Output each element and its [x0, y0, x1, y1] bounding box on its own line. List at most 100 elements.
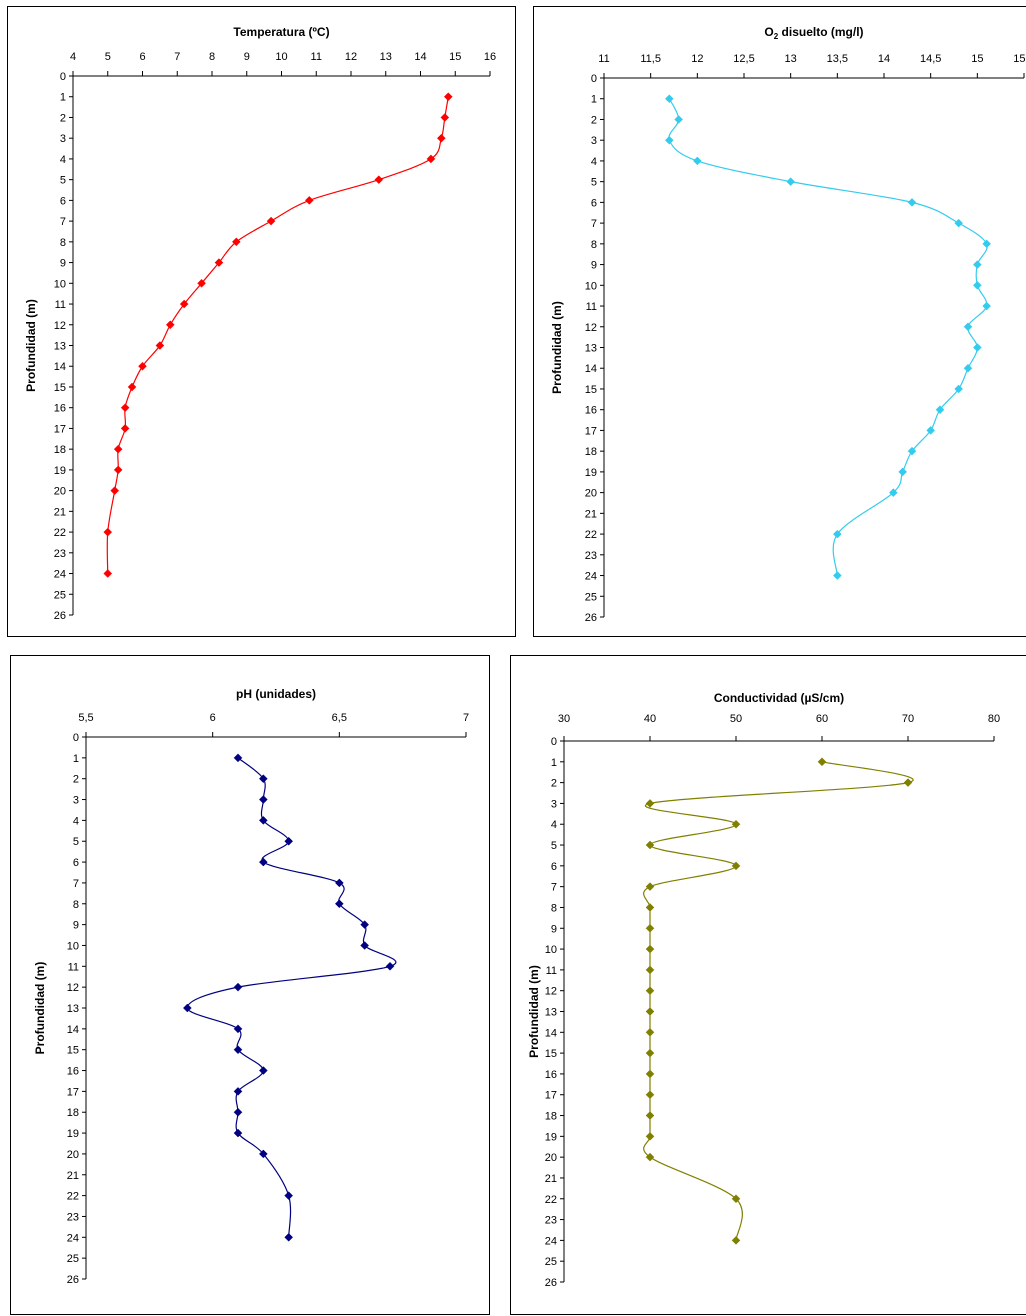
data-point — [731, 1236, 741, 1245]
y-tick-label: 2 — [60, 112, 66, 124]
y-tick-label: 1 — [551, 757, 557, 769]
series-line — [668, 98, 988, 576]
y-tick-label: 16 — [585, 405, 597, 417]
series-line — [643, 761, 914, 1241]
y-tick-label: 4 — [551, 819, 557, 831]
data-point — [103, 527, 113, 537]
y-tick-label: 6 — [73, 857, 79, 869]
data-point — [972, 260, 982, 269]
data-point — [692, 156, 702, 166]
data-point — [898, 467, 908, 477]
x-tick-label: 15 — [449, 51, 461, 63]
y-tick-label: 11 — [55, 299, 66, 311]
x-tick-label: 13 — [380, 51, 392, 63]
data-point — [426, 154, 436, 164]
y-tick-label: 10 — [67, 940, 79, 952]
y-tick-label: 0 — [551, 736, 557, 748]
y-axis-label: Profundidad (m) — [24, 299, 38, 392]
y-tick-label: 7 — [591, 218, 597, 230]
data-point — [155, 341, 165, 350]
x-tick-label: 14 — [878, 53, 890, 65]
data-point — [645, 840, 655, 850]
data-point — [233, 1107, 243, 1117]
data-point — [645, 1090, 655, 1100]
y-tick-label: 5 — [73, 836, 79, 848]
data-point — [284, 1232, 294, 1242]
data-point — [258, 857, 268, 867]
y-tick-label: 7 — [73, 878, 79, 890]
data-point — [645, 903, 655, 912]
y-tick-label: 15 — [54, 382, 66, 394]
x-tick-label: 15,5 — [1013, 53, 1026, 65]
y-tick-label: 18 — [54, 444, 66, 456]
data-point — [258, 816, 268, 825]
data-point — [664, 94, 674, 104]
y-tick-label: 21 — [54, 506, 66, 518]
chart-panel-oxygen: O2 disuelto (mg/l) 11 11,5 12 12,5 13 13,5 14 14… — [533, 6, 1026, 637]
y-tick-label: 7 — [60, 216, 66, 228]
data-point — [645, 965, 655, 975]
data-point — [436, 133, 446, 143]
data-point — [182, 1003, 192, 1013]
y-tick-label: 18 — [585, 446, 597, 458]
data-point — [731, 819, 741, 829]
y-tick-label: 13 — [545, 1007, 557, 1019]
y-tick-label: 23 — [545, 1215, 557, 1227]
y-tick-label: 12 — [54, 320, 66, 332]
y-tick-label: 9 — [591, 260, 597, 272]
y-tick-label: 9 — [73, 920, 79, 932]
data-point — [266, 216, 276, 226]
y-tick-label: 13 — [54, 341, 66, 353]
data-point — [233, 982, 243, 992]
data-point — [233, 1024, 243, 1034]
x-tick-label: 70 — [902, 713, 914, 725]
y-tick-label: 24 — [585, 571, 597, 583]
y-tick-label: 16 — [54, 403, 66, 415]
data-point — [334, 899, 344, 909]
y-tick-label: 9 — [551, 923, 557, 935]
data-point — [440, 113, 450, 122]
y-tick-label: 8 — [60, 237, 66, 249]
y-tick-label: 22 — [545, 1194, 557, 1206]
data-point — [674, 115, 684, 124]
data-point — [645, 882, 655, 892]
data-point — [786, 177, 796, 187]
y-tick-label: 3 — [591, 135, 597, 147]
y-tick-label: 17 — [67, 1086, 79, 1098]
x-tick-label: 9 — [244, 51, 250, 63]
data-point — [179, 299, 189, 309]
data-point — [645, 1131, 655, 1141]
data-point — [120, 403, 130, 413]
y-tick-label: 19 — [54, 465, 66, 477]
y-tick-label: 10 — [545, 944, 557, 956]
data-point — [907, 446, 917, 456]
data-point — [258, 774, 268, 784]
y-tick-label: 23 — [585, 550, 597, 562]
data-point — [113, 465, 123, 475]
y-tick-label: 3 — [60, 133, 66, 145]
y-tick-label: 12 — [545, 986, 557, 998]
x-tick-label: 15 — [971, 53, 983, 65]
y-tick-label: 3 — [551, 798, 557, 810]
y-tick-label: 23 — [67, 1211, 79, 1223]
x-tick-label: 5,5 — [78, 712, 93, 724]
series-line — [106, 96, 449, 574]
data-point — [334, 878, 344, 888]
data-point — [374, 175, 384, 185]
y-tick-label: 2 — [551, 778, 557, 790]
x-tick-label: 13 — [785, 53, 797, 65]
data-point — [982, 301, 992, 311]
chart-title: Conductividad (µS/cm) — [714, 691, 844, 705]
y-tick-label: 22 — [585, 529, 597, 541]
x-tick-label: 14,5 — [920, 53, 941, 65]
y-tick-label: 10 — [54, 278, 66, 290]
y-tick-label: 0 — [591, 73, 597, 85]
y-axis-label: Profundidad (m) — [33, 962, 47, 1055]
data-point — [954, 384, 964, 394]
y-tick-label: 18 — [545, 1111, 557, 1123]
y-tick-label: 24 — [67, 1232, 79, 1244]
y-tick-label: 26 — [54, 610, 66, 622]
data-point — [197, 278, 206, 288]
y-tick-label: 19 — [67, 1128, 79, 1140]
data-point — [832, 529, 842, 539]
